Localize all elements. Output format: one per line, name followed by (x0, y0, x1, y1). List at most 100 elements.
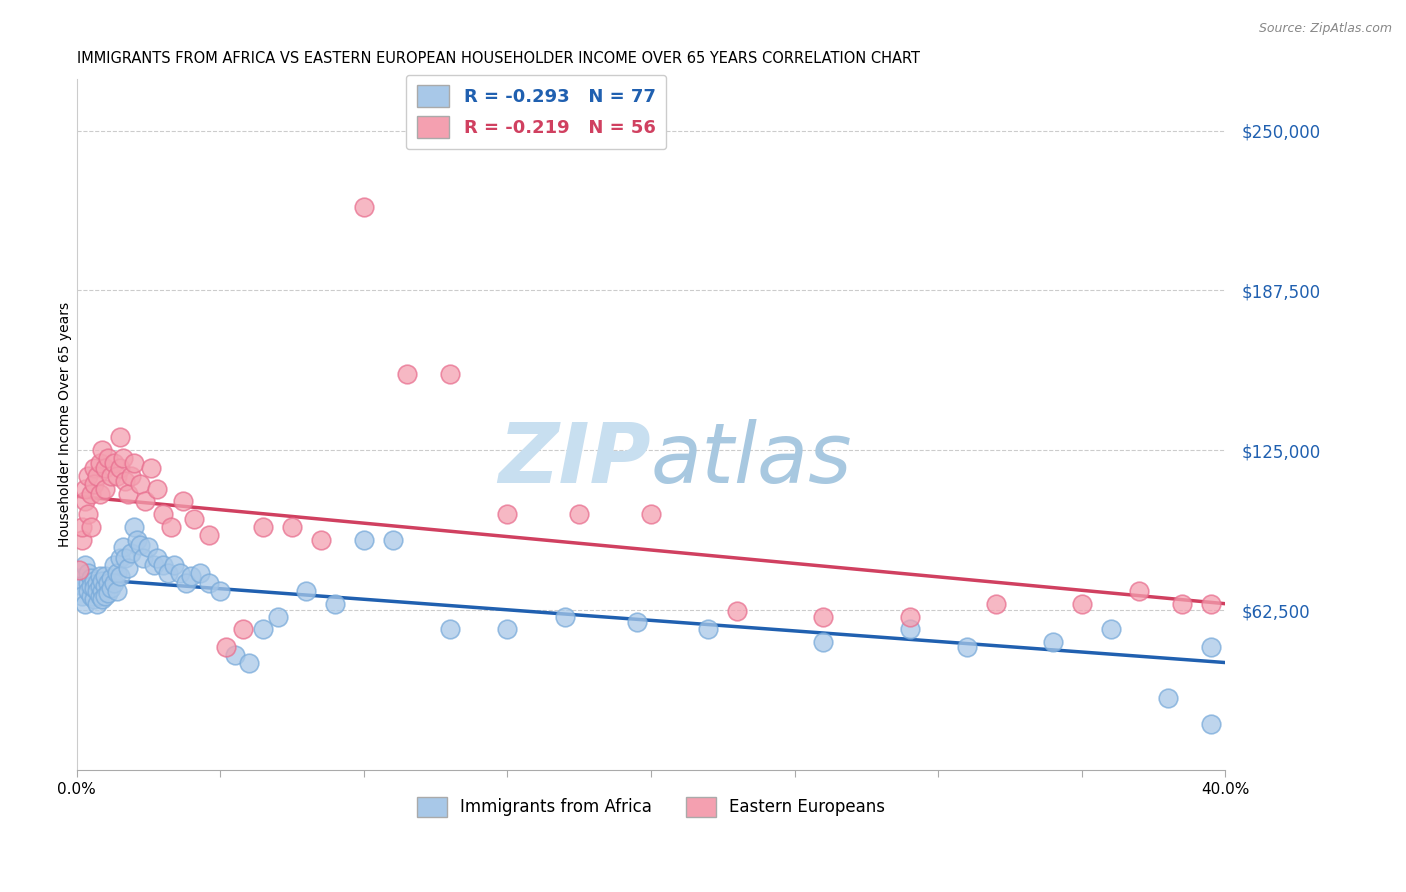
Point (86, 576, 108, 591)
Point (1070, 597, 1092, 611)
Point (439, 623, 461, 637)
Point (89, 589, 111, 603)
Point (197, 576, 219, 591)
Point (146, 482, 169, 496)
Point (381, 533, 404, 547)
Point (224, 648, 246, 662)
Point (80, 589, 103, 603)
Point (813, 635, 835, 649)
Point (141, 461, 163, 475)
Point (1199, 597, 1222, 611)
Point (640, 507, 662, 521)
Point (114, 474, 136, 488)
Point (160, 520, 183, 534)
Point (89, 568, 111, 582)
Point (108, 550, 131, 565)
Point (80, 520, 103, 534)
Point (626, 615, 648, 629)
Point (83, 461, 105, 475)
Point (89, 487, 111, 501)
Point (94, 461, 117, 475)
Point (72, 533, 94, 547)
Point (252, 520, 274, 534)
Point (1099, 623, 1122, 637)
Point (152, 558, 174, 573)
Point (152, 507, 174, 521)
Point (353, 200, 375, 214)
Text: atlas: atlas (651, 418, 852, 500)
Point (143, 558, 166, 573)
Point (108, 430, 131, 444)
Point (117, 487, 139, 501)
Point (554, 609, 576, 624)
Point (89, 579, 111, 593)
Point (898, 609, 921, 624)
Point (197, 527, 219, 541)
Point (94, 579, 117, 593)
Point (232, 623, 254, 637)
Point (94, 589, 117, 603)
Point (215, 640, 238, 655)
Point (238, 656, 260, 670)
Point (180, 568, 202, 582)
Point (97, 450, 120, 465)
Point (439, 367, 461, 381)
Point (1199, 640, 1222, 655)
Point (163, 558, 186, 573)
Point (77, 576, 100, 591)
Point (898, 623, 921, 637)
Point (80, 571, 103, 585)
Point (131, 550, 153, 565)
Point (120, 468, 142, 483)
Point (83, 591, 105, 606)
Point (100, 468, 122, 483)
Point (91, 574, 114, 588)
Point (117, 561, 139, 575)
Point (134, 494, 156, 508)
Point (252, 623, 274, 637)
Point (128, 538, 150, 552)
Point (114, 550, 136, 565)
Point (91, 583, 114, 598)
Point (496, 507, 519, 521)
Point (72, 520, 94, 534)
Text: ZIP: ZIP (498, 418, 651, 500)
Point (105, 566, 128, 580)
Point (1199, 717, 1222, 731)
Point (281, 520, 304, 534)
Point (122, 520, 145, 534)
Point (97, 586, 120, 600)
Point (1171, 597, 1194, 611)
Point (956, 640, 979, 655)
Point (86, 597, 108, 611)
Point (75, 494, 97, 508)
Point (103, 558, 125, 573)
Point (89, 456, 111, 470)
Point (309, 533, 332, 547)
Point (174, 576, 197, 591)
Point (77, 468, 100, 483)
Point (67, 564, 90, 578)
Point (568, 507, 591, 521)
Point (108, 461, 131, 475)
Point (984, 597, 1007, 611)
Point (111, 450, 134, 465)
Point (105, 468, 128, 483)
Point (697, 623, 720, 637)
Point (122, 456, 145, 470)
Point (496, 623, 519, 637)
Point (91, 591, 114, 606)
Point (80, 579, 103, 593)
Text: IMMIGRANTS FROM AFRICA VS EASTERN EUROPEAN HOUSEHOLDER INCOME OVER 65 YEARS CORR: IMMIGRANTS FROM AFRICA VS EASTERN EUROPE… (76, 51, 920, 66)
Point (100, 582, 122, 596)
Point (128, 476, 150, 491)
Point (108, 568, 131, 582)
Point (83, 574, 105, 588)
Point (83, 582, 105, 596)
Point (67, 571, 90, 585)
Y-axis label: Householder Income Over 65 years: Householder Income Over 65 years (59, 302, 73, 547)
Point (103, 456, 125, 470)
Legend: Immigrants from Africa, Eastern Europeans: Immigrants from Africa, Eastern European… (411, 790, 891, 824)
Point (94, 568, 117, 582)
Point (75, 597, 97, 611)
